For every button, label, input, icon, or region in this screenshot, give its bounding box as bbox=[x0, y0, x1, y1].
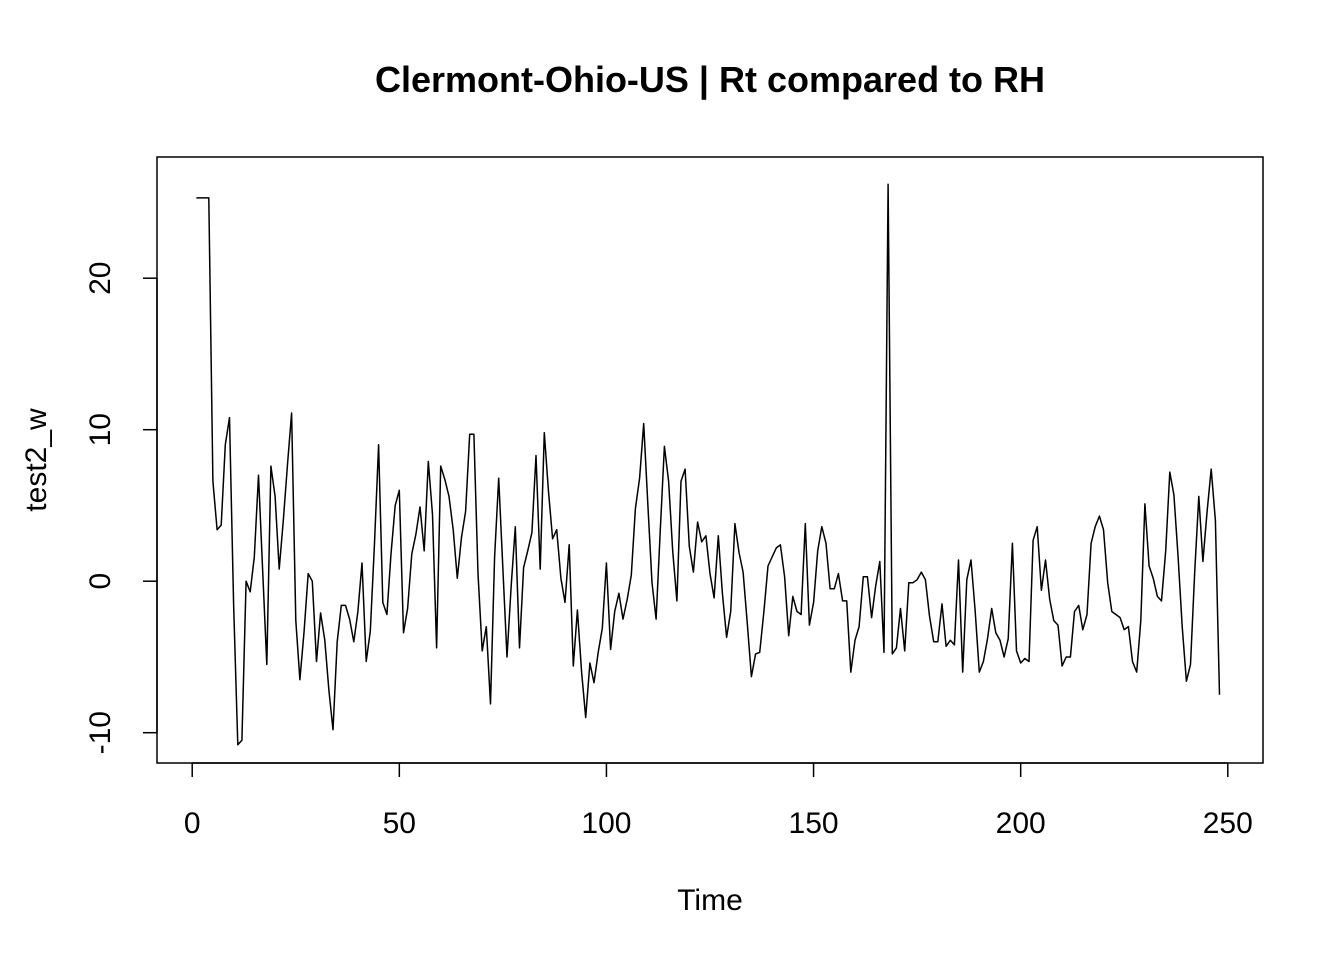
y-tick-label: 20 bbox=[84, 262, 117, 295]
x-tick-label: 50 bbox=[383, 807, 416, 840]
y-tick-label: 0 bbox=[84, 573, 117, 590]
series-line bbox=[196, 183, 1221, 746]
x-tick-label: 150 bbox=[789, 807, 839, 840]
plot-frame bbox=[156, 156, 1264, 764]
x-tick-label: 100 bbox=[581, 807, 631, 840]
chart-title: Clermont-Ohio-US | Rt compared to RH bbox=[375, 59, 1045, 101]
y-axis-label: test2_w bbox=[20, 408, 53, 512]
x-axis-label: Time bbox=[677, 884, 743, 917]
y-tick-label: -10 bbox=[84, 711, 117, 754]
x-tick-label: 250 bbox=[1203, 807, 1253, 840]
y-axis: -10 0 10 20 bbox=[84, 262, 158, 754]
y-tick-label: 10 bbox=[84, 413, 117, 446]
x-axis: 0 50 100 150 200 250 bbox=[184, 762, 1253, 840]
x-tick-label: 0 bbox=[184, 807, 201, 840]
x-tick-label: 200 bbox=[996, 807, 1046, 840]
